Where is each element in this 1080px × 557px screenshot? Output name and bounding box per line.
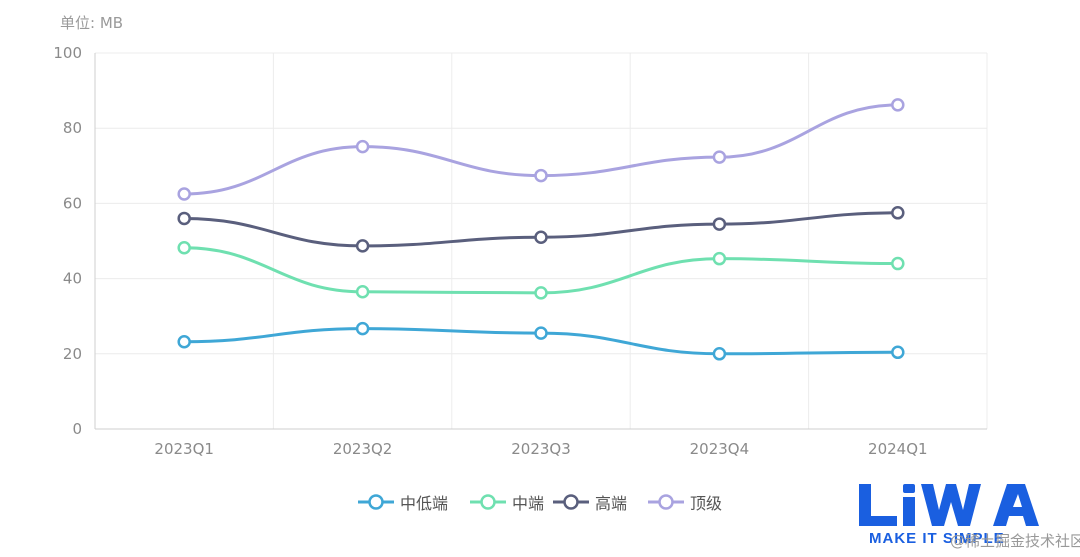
y-axis-unit-label: 单位: MB — [60, 14, 123, 32]
data-point[interactable] — [891, 98, 905, 112]
series-4 — [177, 98, 905, 201]
data-point[interactable] — [355, 139, 370, 154]
legend: 中低端 中端 高端 顶级 — [0, 487, 1080, 517]
data-point[interactable] — [891, 256, 905, 271]
data-point[interactable] — [534, 286, 548, 300]
data-point[interactable] — [712, 251, 727, 266]
data-point[interactable] — [891, 206, 905, 220]
legend-item[interactable]: 高端 — [553, 487, 627, 517]
data-point[interactable] — [177, 211, 191, 226]
legend-swatch-icon — [358, 494, 394, 510]
series-line — [184, 246, 898, 295]
y-tick-label: 100 — [53, 44, 82, 62]
grid — [94, 52, 988, 429]
series-3 — [177, 206, 905, 253]
legend-swatch-icon — [648, 494, 684, 510]
data-point[interactable] — [712, 150, 727, 164]
x-tick-label: 2023Q1 — [154, 440, 214, 458]
axes: 0 20 40 60 80 100 2023Q1 2023Q2 2023Q3 2023Q4 2024… — [53, 44, 987, 458]
data-point[interactable] — [534, 168, 548, 183]
x-tick-label: 2024Q1 — [868, 440, 928, 458]
data-point[interactable] — [177, 241, 191, 255]
data-point[interactable] — [712, 217, 727, 231]
x-tick-label: 2023Q2 — [333, 440, 393, 458]
x-tick-label: 2023Q4 — [690, 440, 750, 458]
liwa-logo — [859, 484, 1039, 526]
data-point[interactable] — [712, 347, 727, 361]
data-point[interactable] — [355, 321, 370, 336]
legend-item[interactable]: 中低端 — [358, 487, 448, 517]
data-point[interactable] — [891, 345, 905, 360]
y-tick-label: 80 — [63, 119, 82, 137]
data-point[interactable] — [534, 326, 548, 340]
series-1 — [177, 321, 905, 361]
watermark: MAKE IT SIMPLE @稀土掘金技术社区 — [855, 480, 1080, 552]
legend-item[interactable]: 中端 — [470, 487, 544, 517]
legend-label: 顶级 — [690, 494, 723, 513]
data-point[interactable] — [355, 285, 370, 299]
watermark-site: @稀土掘金技术社区 — [950, 532, 1080, 550]
legend-swatch-icon — [553, 494, 589, 510]
legend-item[interactable]: 顶级 — [648, 487, 722, 517]
series-layer — [177, 98, 905, 361]
watermark-tagline: MAKE IT SIMPLE — [869, 530, 1005, 547]
x-tick-label: 2023Q3 — [511, 440, 571, 458]
legend-label: 中低端 — [400, 494, 449, 513]
y-tick-label: 60 — [63, 194, 82, 212]
y-tick-label: 20 — [63, 345, 82, 363]
legend-swatch-icon — [470, 494, 506, 510]
line-chart: 单位: MB 0 20 40 60 80 100 2023Q1 2023Q2 2023Q3 202… — [53, 14, 988, 458]
y-tick-label: 0 — [72, 420, 82, 438]
data-point[interactable] — [534, 230, 548, 244]
legend-label: 高端 — [595, 494, 628, 513]
y-tick-label: 40 — [63, 270, 82, 288]
series-2 — [177, 241, 905, 300]
legend-label: 中端 — [512, 494, 545, 513]
data-point[interactable] — [177, 187, 191, 201]
data-point[interactable] — [355, 239, 370, 253]
data-point[interactable] — [177, 335, 191, 349]
